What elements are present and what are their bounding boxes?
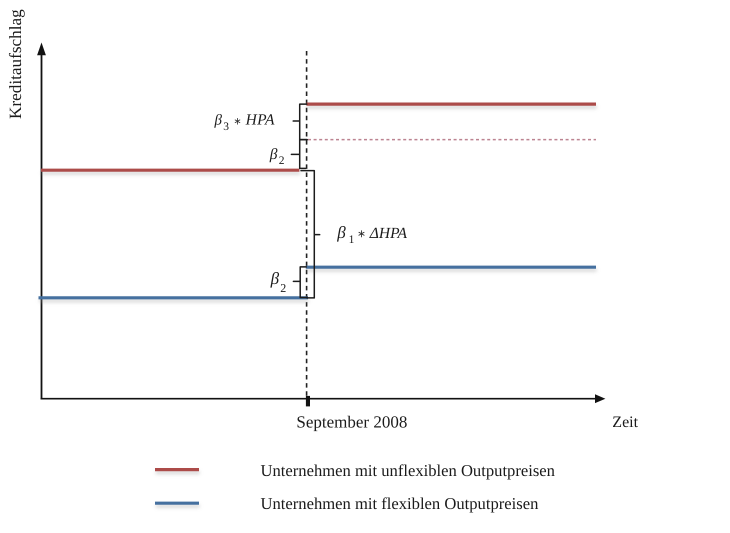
svg-text:3: 3: [223, 121, 229, 133]
svg-text:2: 2: [280, 281, 286, 295]
svg-text:Zeit: Zeit: [612, 414, 638, 431]
svg-text:Unternehmen mit unflexiblen Ou: Unternehmen mit unflexiblen Outputpreise…: [261, 461, 556, 480]
svg-text:β: β: [270, 269, 280, 288]
svg-text:β: β: [336, 223, 346, 242]
svg-text:2: 2: [279, 155, 285, 167]
svg-text:Kreditaufschlag: Kreditaufschlag: [6, 9, 25, 119]
svg-text:β: β: [269, 146, 278, 163]
svg-text:ΔHPA: ΔHPA: [369, 225, 408, 242]
svg-text:HPA: HPA: [245, 111, 275, 128]
svg-text:β: β: [214, 112, 223, 128]
svg-text:September 2008: September 2008: [296, 413, 407, 432]
svg-text:Unternehmen mit flexiblen Outp: Unternehmen mit flexiblen Outputpreisen: [261, 494, 540, 513]
svg-text:1: 1: [349, 234, 355, 246]
